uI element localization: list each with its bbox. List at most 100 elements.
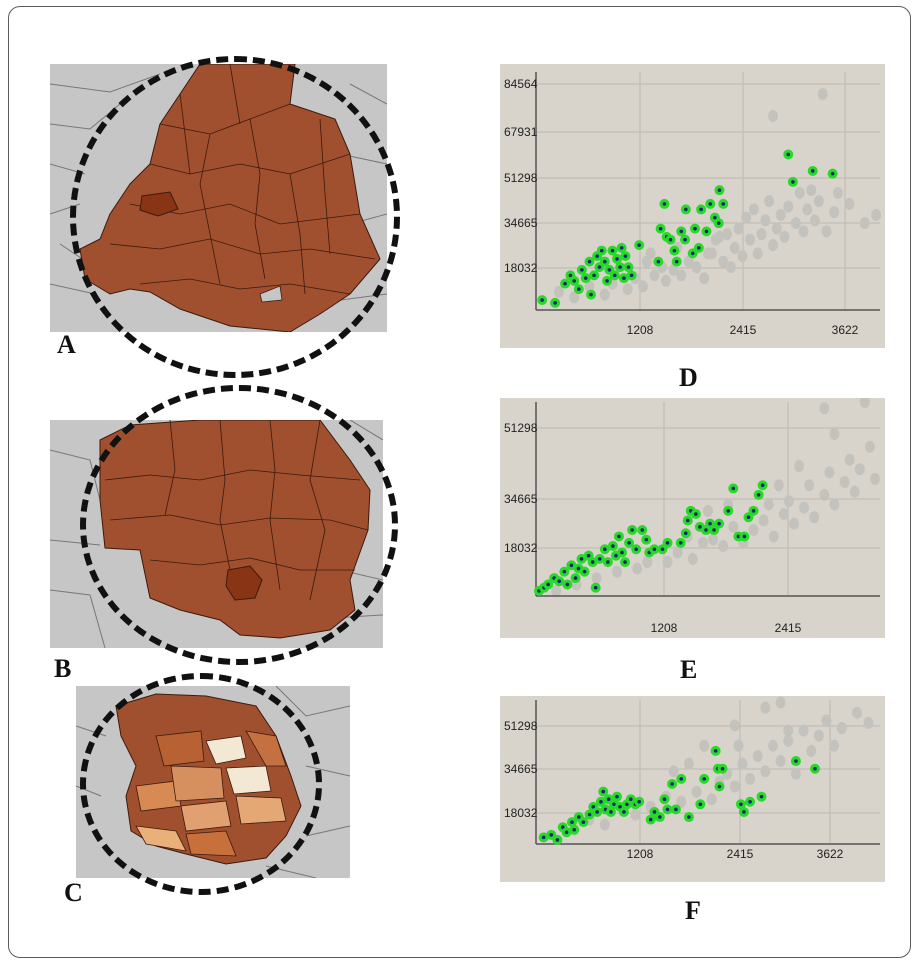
background-point: [806, 744, 817, 757]
background-point: [591, 572, 602, 585]
map-b: [50, 420, 383, 648]
selected-point: [627, 525, 638, 536]
selected-point: [612, 791, 623, 802]
background-point: [767, 739, 778, 752]
selected-point: [748, 505, 759, 516]
background-point: [844, 453, 855, 466]
selected-point: [705, 198, 716, 209]
selected-point: [618, 273, 629, 284]
scatter-e-svg: 51298 34665 18032 1208 2415: [504, 398, 880, 635]
scatter-d-svg: 84564 67931 51298 34665 18032 1208 2415 3622: [504, 72, 882, 337]
background-point: [737, 757, 748, 770]
background-point: [829, 428, 840, 441]
selected-point: [607, 541, 618, 552]
selected-point: [615, 262, 626, 273]
selected-point: [599, 544, 610, 555]
selected-point: [537, 295, 548, 306]
background-point: [810, 214, 821, 227]
selected-point: [607, 245, 618, 256]
background-point: [569, 291, 580, 304]
selected-point: [576, 264, 587, 275]
selected-point: [590, 582, 601, 593]
background-point: [844, 197, 855, 210]
selected-point: [602, 557, 613, 568]
y-tick-label: 34665: [504, 762, 538, 776]
selected-point: [690, 223, 701, 234]
figure-frame: [8, 6, 911, 958]
selected-point: [586, 289, 597, 300]
selected-point: [584, 256, 595, 267]
background-point: [703, 504, 713, 517]
background-point: [869, 472, 880, 485]
selected-point: [641, 534, 652, 545]
selected-point: [637, 525, 648, 536]
selected-point: [714, 518, 725, 529]
background-point: [599, 818, 610, 831]
background-point: [649, 269, 660, 282]
selected-point: [562, 579, 573, 590]
background-point: [708, 533, 719, 546]
y-tick-label: 67931: [504, 125, 538, 139]
background-point: [706, 793, 717, 806]
background-point: [829, 739, 840, 752]
selected-point: [714, 185, 725, 196]
selected-point: [810, 763, 821, 774]
panel-label-e: E: [680, 655, 698, 684]
panel-label-a: A: [57, 330, 76, 359]
background-point: [642, 556, 653, 569]
background-point: [745, 772, 756, 785]
background-point: [760, 701, 771, 714]
x-tick-label: 1208: [651, 621, 678, 635]
y-tick-label: 51298: [504, 171, 538, 185]
background-point: [632, 562, 643, 575]
selected-point: [573, 284, 584, 295]
selected-point: [790, 756, 801, 767]
background-point: [756, 228, 767, 241]
x-tick-label: 1208: [627, 847, 654, 861]
selected-point: [671, 256, 682, 267]
selected-point: [753, 489, 764, 500]
background-point: [737, 250, 748, 263]
background-point: [871, 208, 882, 221]
background-point: [817, 87, 828, 100]
x-tick-label: 3622: [817, 847, 844, 861]
background-point: [718, 255, 729, 268]
panel-label-d: D: [679, 363, 698, 392]
selected-point: [682, 515, 693, 526]
background-point: [729, 719, 740, 732]
selected-point: [728, 483, 739, 494]
selected-point: [675, 537, 686, 548]
background-point: [691, 261, 702, 274]
selected-point: [683, 812, 694, 823]
background-point: [630, 808, 641, 821]
map-c: [76, 686, 350, 878]
x-tick-label: 3622: [832, 323, 859, 337]
background-point: [813, 729, 824, 742]
background-point: [775, 208, 786, 221]
background-point: [728, 520, 739, 533]
background-point: [699, 739, 710, 752]
selected-point: [667, 778, 678, 789]
selected-point: [634, 240, 645, 251]
selected-point: [569, 824, 580, 835]
selected-point: [659, 198, 670, 209]
selected-point: [552, 834, 563, 845]
selected-point: [598, 786, 609, 797]
background-point: [767, 239, 778, 252]
background-point: [622, 283, 633, 296]
background-point: [718, 540, 729, 553]
selected-point: [714, 781, 725, 792]
y-tick-label: 51298: [504, 719, 538, 733]
background-point: [760, 765, 771, 778]
y-tick-label: 18032: [504, 541, 538, 555]
selected-point: [680, 204, 691, 215]
background-point: [758, 514, 769, 527]
selected-point: [807, 165, 818, 176]
background-point: [778, 508, 789, 521]
background-point: [832, 186, 843, 199]
selected-point: [589, 270, 600, 281]
background-point: [584, 280, 595, 293]
background-point: [760, 214, 771, 227]
background-point: [551, 584, 562, 597]
x-tick-label: 2415: [727, 847, 754, 861]
